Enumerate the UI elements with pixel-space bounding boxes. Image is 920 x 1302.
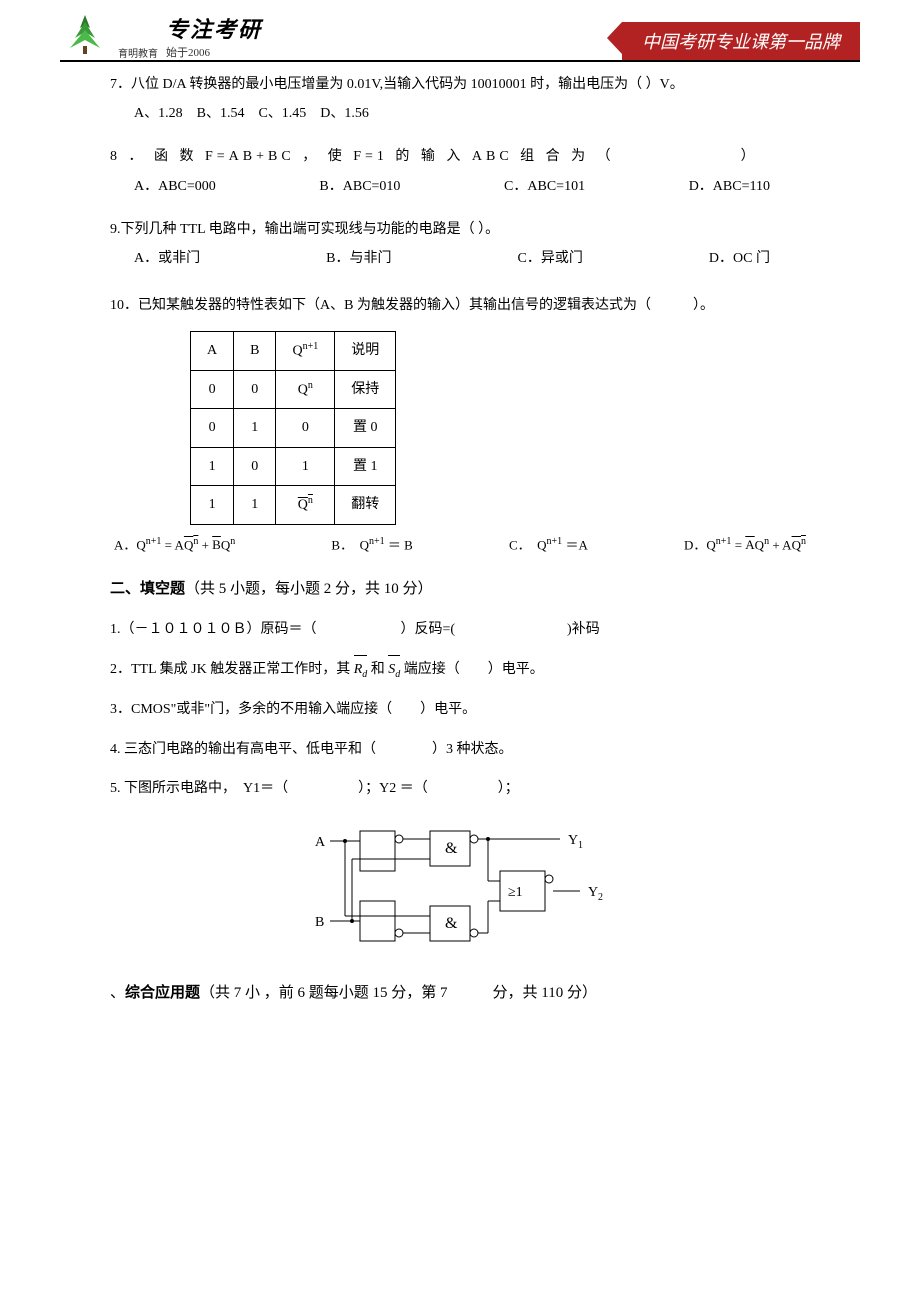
question-7: 7．八位 D/A 转换器的最小电压增量为 0.01V,当输入代码为 100100… (110, 72, 810, 126)
table-row: 00 Qn保持 (191, 370, 396, 409)
q8-opt-a: A．ABC=000 (134, 174, 216, 199)
q9-opt-d: D．OC 门 (709, 246, 770, 271)
q8-options: A．ABC=000 B．ABC=010 C．ABC=101 D．ABC=110 (110, 174, 810, 199)
svg-text:A: A (315, 835, 326, 850)
table-row: 10 1置 1 (191, 447, 396, 485)
logo-text-block: 专注考研 始于2006 (166, 12, 262, 60)
q9-text: 9.下列几种 TTL 电路中，输出端可实现线与功能的电路是（ ）。 (110, 217, 810, 242)
page-header: 育明教育 专注考研 始于2006 中国考研专业课第一品牌 (60, 0, 860, 62)
fill-5: 5. 下图所示电路中， Y1＝（ ）；Y2 ＝（ ）； (110, 776, 810, 801)
fill-1: 1.（－１０１０１０Ｂ）原码＝（ ）反码=( )补码 (110, 617, 810, 642)
section3-name: 综合应用题 (125, 985, 200, 1001)
q10-opt-b: B． Qn+1 ＝ B (331, 533, 412, 557)
svg-text:1: 1 (578, 840, 583, 851)
q9-options: A．或非门 B．与非门 C．异或门 D．OC 门 (110, 246, 810, 271)
svg-text:Y: Y (568, 833, 578, 848)
svg-text:2: 2 (598, 892, 603, 903)
q10-opt-c: C． Qn+1 ＝A (509, 533, 588, 557)
q8-opt-b: B．ABC=010 (319, 174, 400, 199)
truth-table: A B Qn+1 说明 00 Qn保持 01 0置 0 10 1置 1 11 Q… (190, 331, 396, 525)
circuit-diagram: & & ≥1 A B Y1 (300, 821, 620, 960)
logo-label: 育明教育 (118, 45, 158, 60)
section3-desc: （共 7 小 ，前 6 题每小题 15 分，第 7 分，共 110 分） (200, 985, 597, 1001)
sd-symbol: Sd (388, 657, 400, 684)
q7-text: 7．八位 D/A 转换器的最小电压增量为 0.01V,当输入代码为 100100… (110, 72, 810, 97)
q9-opt-c: C．异或门 (518, 246, 583, 271)
q10-opt-d: D．Qn+1 = AQn + AQn (684, 533, 806, 557)
svg-text:&: & (445, 840, 458, 857)
q10-opt-a: A．Qn+1 = AQn + BQn (114, 533, 235, 557)
table-row: 01 0置 0 (191, 409, 396, 447)
table-row: 11 Qn翻转 (191, 485, 396, 524)
content-area: 7．八位 D/A 转换器的最小电压增量为 0.01V,当输入代码为 100100… (0, 62, 920, 1061)
q7-options: A、1.28 B、1.54 C、1.45 D、1.56 (110, 101, 810, 126)
th-a: A (191, 331, 234, 370)
fill-2: 2．TTL 集成 JK 触发器正常工作时，其 Rd 和 Sd 端应接（ ）电平。 (110, 657, 810, 684)
section3-title: 、综合应用题（共 7 小 ，前 6 题每小题 15 分，第 7 分，共 110 … (110, 980, 810, 1007)
logo-title: 专注考研 (166, 12, 262, 44)
svg-text:&: & (445, 915, 458, 932)
logo-area: 育明教育 专注考研 始于2006 (60, 10, 262, 60)
header-banner: 中国考研专业课第一品牌 (622, 22, 860, 60)
logo-sub: 始于2006 (166, 44, 262, 60)
svg-text:Y: Y (588, 885, 598, 900)
th-desc: 说明 (335, 331, 396, 370)
th-q: Qn+1 (276, 331, 335, 370)
q9-opt-b: B．与非门 (326, 246, 391, 271)
section2-desc: （共 5 小题，每小题 2 分，共 10 分） (185, 581, 433, 597)
svg-text:B: B (315, 915, 324, 930)
question-10: 10．已知某触发器的特性表如下（A、B 为触发器的输入）其输出信号的逻辑表达式为… (110, 289, 810, 556)
section2-name: 二、填空题 (110, 581, 185, 597)
rd-symbol: Rd (354, 657, 368, 684)
q9-opt-a: A．或非门 (134, 246, 200, 271)
q8-opt-c: C．ABC=101 (504, 174, 585, 199)
question-9: 9.下列几种 TTL 电路中，输出端可实现线与功能的电路是（ ）。 A．或非门 … (110, 217, 810, 271)
svg-text:≥1: ≥1 (508, 885, 523, 900)
fill-3: 3．CMOS"或非"门，多余的不用输入端应接（ ）电平。 (110, 697, 810, 722)
fill-4: 4. 三态门电路的输出有高电平、低电平和（ ）3 种状态。 (110, 737, 810, 762)
th-b: B (234, 331, 276, 370)
q10-text: 10．已知某触发器的特性表如下（A、B 为触发器的输入）其输出信号的逻辑表达式为… (110, 289, 810, 323)
q10-options: A．Qn+1 = AQn + BQn B． Qn+1 ＝ B C． Qn+1 ＝… (110, 533, 810, 557)
q8-opt-d: D．ABC=110 (689, 174, 770, 199)
q8-text: 8 ． 函 数 F=AB+BC ， 使 F=1 的 输 入 ABC 组 合 为 … (110, 144, 810, 169)
table-row: A B Qn+1 说明 (191, 331, 396, 370)
question-8: 8 ． 函 数 F=AB+BC ， 使 F=1 的 输 入 ABC 组 合 为 … (110, 144, 810, 198)
section2-title: 二、填空题（共 5 小题，每小题 2 分，共 10 分） (110, 576, 810, 603)
logo-icon (60, 10, 110, 60)
